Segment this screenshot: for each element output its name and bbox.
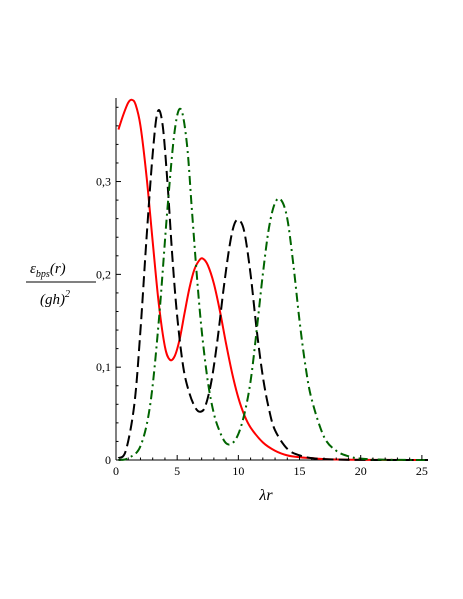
series-line-1 bbox=[117, 98, 429, 461]
x-tick-label: 5 bbox=[174, 464, 180, 478]
series-line-3 bbox=[118, 107, 429, 461]
svg-text:εbps(r): εbps(r) bbox=[30, 261, 66, 280]
x-tick-label: 15 bbox=[294, 464, 306, 478]
x-axis-label: λr bbox=[258, 487, 273, 504]
svg-text:(gh)2: (gh)2 bbox=[40, 289, 70, 308]
x-tick-label: 25 bbox=[416, 464, 428, 478]
y-axis-label: εbps(r) (gh)2 bbox=[26, 261, 96, 308]
y-tick-label: 0,2 bbox=[96, 267, 111, 281]
y-label-superscript: 2 bbox=[65, 289, 70, 300]
y-label-symbol: ε bbox=[30, 261, 36, 277]
series-line-2 bbox=[117, 109, 429, 461]
series-layer bbox=[117, 98, 429, 461]
x-tick-label: 10 bbox=[232, 464, 244, 478]
ticks: 0 5 10 15 20 25 0 0,1 0,2 0,3 bbox=[96, 106, 428, 478]
y-label-argument: (r) bbox=[50, 261, 66, 277]
y-label-subscript: bps bbox=[36, 269, 50, 280]
y-label-denominator: (gh) bbox=[40, 292, 65, 308]
x-tick-label: 0 bbox=[113, 464, 119, 478]
y-tick-label: 0 bbox=[105, 453, 111, 467]
y-tick-label: 0,1 bbox=[96, 360, 111, 374]
x-tick-label: 20 bbox=[355, 464, 367, 478]
y-tick-label: 0,3 bbox=[96, 175, 111, 189]
